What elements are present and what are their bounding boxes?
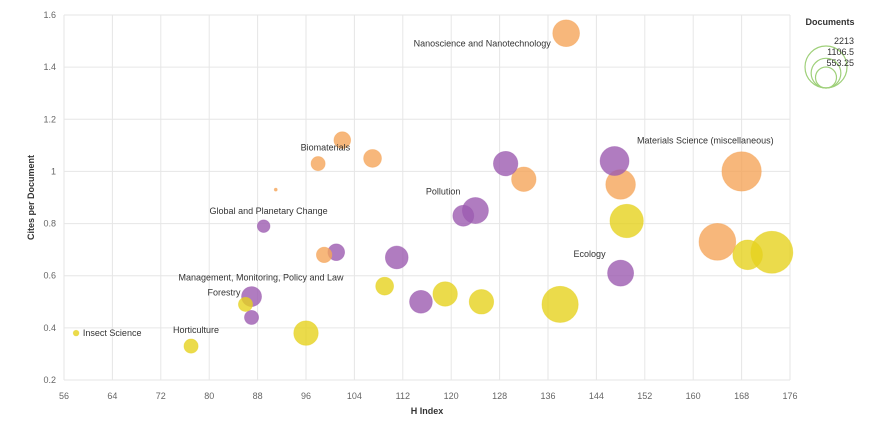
x-tick-label: 152 xyxy=(637,391,652,401)
point-label: Insect Science xyxy=(83,328,142,338)
y-axis-title: Cites per Document xyxy=(26,155,36,240)
y-tick-label: 1 xyxy=(51,166,56,176)
bubble-point[interactable] xyxy=(256,219,271,233)
bubble-point[interactable] xyxy=(316,246,333,263)
y-tick-label: 0.6 xyxy=(43,271,56,281)
bubble-point[interactable] xyxy=(552,19,580,48)
bubble-point[interactable] xyxy=(511,166,537,192)
bubble-point[interactable] xyxy=(293,320,319,346)
y-tick-label: 1.6 xyxy=(43,10,56,20)
point-label: Ecology xyxy=(574,249,607,259)
x-tick-label: 136 xyxy=(540,391,555,401)
point-label: Nanoscience and Nanotechnology xyxy=(414,38,552,48)
x-tick-label: 128 xyxy=(492,391,507,401)
bubble-point[interactable] xyxy=(183,338,199,354)
point-label: Pollution xyxy=(426,187,461,197)
bubble-point[interactable] xyxy=(310,156,326,172)
point-label: Management, Monitoring, Policy and Law xyxy=(178,273,344,283)
bubble-point[interactable] xyxy=(273,187,278,192)
y-tick-label: 0.8 xyxy=(43,219,56,229)
bubble-point[interactable] xyxy=(363,149,382,168)
bubble-point[interactable] xyxy=(409,290,433,314)
point-label: Horticulture xyxy=(173,325,219,335)
x-tick-label: 168 xyxy=(734,391,749,401)
y-tick-label: 0.2 xyxy=(43,375,56,385)
x-tick-label: 56 xyxy=(59,391,69,401)
x-tick-label: 80 xyxy=(204,391,214,401)
x-axis-title: H Index xyxy=(411,406,444,416)
bubble-point[interactable] xyxy=(244,309,260,325)
x-tick-label: 96 xyxy=(301,391,311,401)
bubble-point[interactable] xyxy=(721,151,762,192)
x-tick-label: 104 xyxy=(347,391,362,401)
point-label: Forestry xyxy=(207,287,241,297)
x-tick-label: 160 xyxy=(686,391,701,401)
bubble-point[interactable] xyxy=(375,276,394,296)
bubble-point[interactable] xyxy=(468,289,495,315)
x-tick-label: 112 xyxy=(396,391,410,401)
legend-size-label: 2213 xyxy=(834,36,854,46)
y-tick-label: 1.4 xyxy=(43,62,56,72)
point-label-layer: Nanoscience and Nanotechnology Materials … xyxy=(83,38,774,338)
bubble-point[interactable] xyxy=(493,150,519,177)
bubble-point[interactable] xyxy=(432,281,458,307)
bubble-point[interactable] xyxy=(732,239,763,271)
point-label: Biomaterials xyxy=(301,143,351,153)
x-tick-label: 176 xyxy=(782,391,797,401)
x-tick-label: 72 xyxy=(156,391,166,401)
bubble-point[interactable] xyxy=(609,203,644,239)
x-tick-label: 88 xyxy=(253,391,263,401)
point-label: Global and Planetary Change xyxy=(210,206,328,216)
point-label: Materials Science (miscellaneous) xyxy=(637,136,774,146)
legend-title: Documents xyxy=(805,17,854,27)
axis-layer: 56 64 72 80 88 96 104 112 120 128 136 144 152 160 168 1… xyxy=(43,10,797,401)
bubble-point[interactable] xyxy=(238,296,253,312)
bubble-point[interactable] xyxy=(599,146,630,176)
bubble-point[interactable] xyxy=(72,329,80,337)
bubble-point[interactable] xyxy=(452,204,475,227)
x-tick-label: 144 xyxy=(589,391,604,401)
bubble-point[interactable] xyxy=(698,223,737,261)
y-tick-label: 0.4 xyxy=(43,323,56,333)
bubble-point[interactable] xyxy=(607,259,635,287)
legend-size-circle xyxy=(814,66,838,89)
x-tick-label: 64 xyxy=(107,391,117,401)
bubble-point[interactable] xyxy=(541,285,579,323)
bubble-point[interactable] xyxy=(333,131,352,149)
x-tick-label: 120 xyxy=(444,391,459,401)
point-layer xyxy=(72,19,794,354)
bubble-point[interactable] xyxy=(384,245,409,270)
legend-size-label: 1106.5 xyxy=(827,47,854,57)
legend-size-label: 553.25 xyxy=(826,58,854,68)
grid-layer xyxy=(63,14,791,381)
y-tick-label: 1.2 xyxy=(43,114,56,124)
